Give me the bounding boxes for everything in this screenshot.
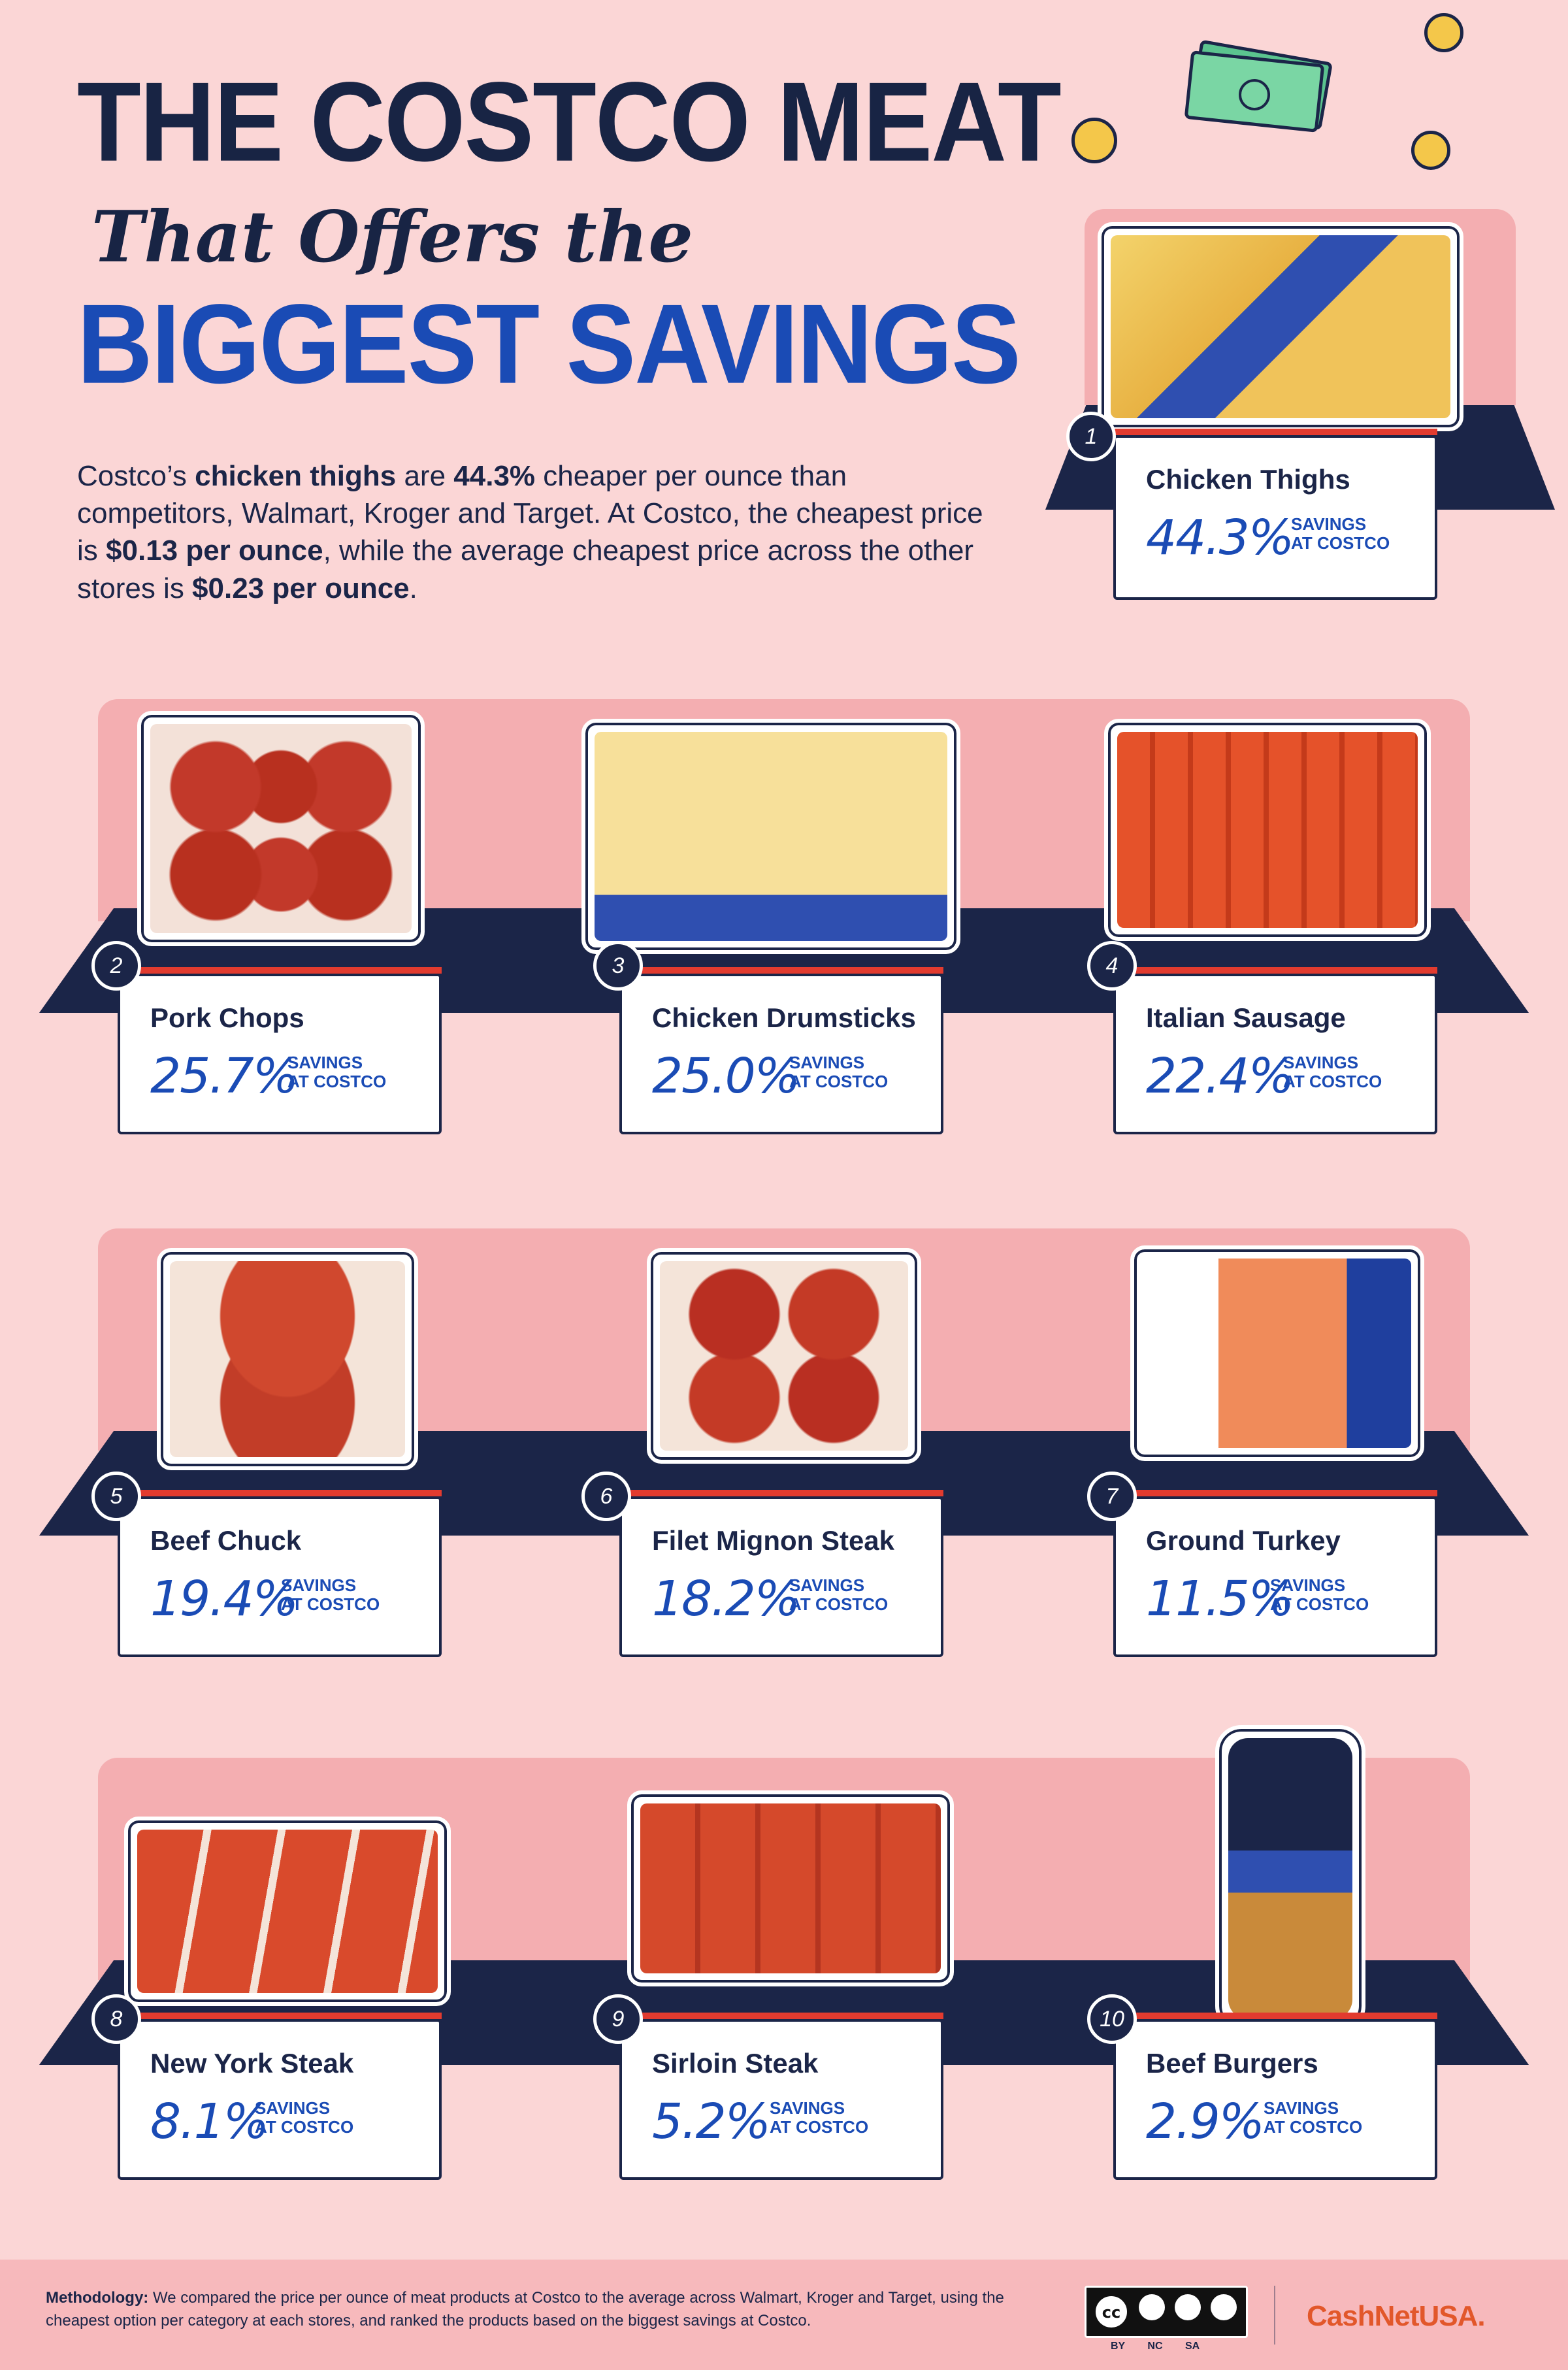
item-savings-percent: 22.4%: [1146, 1048, 1294, 1104]
item-savings-percent: 2.9%: [1146, 2094, 1265, 2150]
item-savings-percent: 5.2%: [652, 2094, 771, 2150]
product-image-beef-burgers: [1215, 1725, 1365, 2032]
item-card-10: Beef Burgers 2.9% SAVINGS AT COSTCO: [1113, 2013, 1437, 2180]
product-image-filet-mignon-steak: [647, 1248, 921, 1464]
item-card-5: Beef Chuck 19.4% SAVINGS AT COSTCO: [118, 1490, 442, 1657]
product-image-italian-sausage: [1104, 719, 1431, 941]
item-name: New York Steak: [150, 2048, 354, 2079]
item-name: Pork Chops: [150, 1002, 304, 1033]
savings-label: SAVINGS AT COSTCO: [281, 1575, 380, 1614]
item-name: Beef Burgers: [1146, 2048, 1318, 2079]
item-savings-percent: 25.0%: [652, 1048, 800, 1104]
savings-label: SAVINGS AT COSTCO: [287, 1053, 387, 1091]
product-image-sirloin-steak: [627, 1790, 954, 1986]
brand-logo[interactable]: CashNetUSA.: [1307, 2300, 1486, 2332]
creative-commons-license-icon: cc: [1085, 2286, 1248, 2338]
item-savings-percent: 11.5%: [1146, 1571, 1294, 1627]
item-name: Chicken Thighs: [1146, 464, 1350, 495]
product-image-chicken-drumsticks: [581, 719, 960, 954]
item-card-7: Ground Turkey 11.5% SAVINGS AT COSTCO: [1113, 1490, 1437, 1657]
item-card-4: Italian Sausage 22.4% SAVINGS AT COSTCO: [1113, 967, 1437, 1134]
item-card-6: Filet Mignon Steak 18.2% SAVINGS AT COSTC…: [619, 1490, 943, 1657]
coin-icon: [1071, 118, 1117, 163]
savings-label: SAVINGS AT COSTCO: [1291, 514, 1390, 553]
license-labels: BY NC SA: [1111, 2341, 1200, 2352]
product-image-beef-chuck: [157, 1248, 418, 1470]
product-image-chicken-thighs: [1098, 222, 1463, 431]
item-savings-percent: 19.4%: [150, 1571, 299, 1627]
item-name: Sirloin Steak: [652, 2048, 819, 2079]
item-savings-percent: 25.7%: [150, 1048, 299, 1104]
item-name: Beef Chuck: [150, 1525, 302, 1556]
item-card-1: Chicken Thighs 44.3% SAVINGS AT COSTCO: [1113, 429, 1437, 600]
rank-badge: 8: [91, 1994, 141, 2044]
product-image-new-york-steak: [124, 1817, 451, 2006]
coin-icon: [1411, 131, 1450, 170]
rank-badge: 7: [1087, 1472, 1137, 1521]
intro-paragraph: Costco’s chicken thighs are 44.3% cheape…: [77, 460, 983, 604]
item-savings-percent: 18.2%: [652, 1571, 800, 1627]
rank-badge: 2: [91, 941, 141, 991]
page-title-accent: BIGGEST SAVINGS: [77, 280, 1021, 407]
footer: Methodology: We compared the price per o…: [0, 2260, 1568, 2370]
page-title: THE COSTCO MEAT: [77, 58, 1062, 185]
savings-label: SAVINGS AT COSTCO: [770, 2098, 869, 2137]
item-name: Ground Turkey: [1146, 1525, 1341, 1556]
methodology-note: Methodology: We compared the price per o…: [46, 2289, 1004, 2329]
item-name: Italian Sausage: [1146, 1002, 1346, 1033]
rank-badge: 4: [1087, 941, 1137, 991]
savings-label: SAVINGS AT COSTCO: [1270, 1575, 1369, 1614]
footer-divider: [1274, 2286, 1275, 2345]
savings-label: SAVINGS AT COSTCO: [1264, 2098, 1363, 2137]
savings-label: SAVINGS AT COSTCO: [255, 2098, 354, 2137]
page-subtitle: That Offers the: [91, 196, 693, 278]
product-image-pork-chops: [137, 711, 425, 946]
item-savings-percent: 44.3%: [1146, 510, 1294, 566]
item-savings-percent: 8.1%: [150, 2094, 269, 2150]
item-card-9: Sirloin Steak 5.2% SAVINGS AT COSTCO: [619, 2013, 943, 2180]
svg-text:cc: cc: [1102, 2303, 1120, 2322]
item-name: Filet Mignon Steak: [652, 1525, 895, 1556]
rank-badge: 6: [581, 1472, 631, 1521]
item-card-3: Chicken Drumsticks 25.0% SAVINGS AT COSTC…: [619, 967, 943, 1134]
savings-label: SAVINGS AT COSTCO: [789, 1575, 889, 1614]
rank-badge: 10: [1087, 1994, 1137, 2044]
rank-badge: 5: [91, 1472, 141, 1521]
rank-badge: 3: [593, 941, 643, 991]
item-card-8: New York Steak 8.1% SAVINGS AT COSTCO: [118, 2013, 442, 2180]
savings-label: SAVINGS AT COSTCO: [789, 1053, 889, 1091]
product-image-ground-turkey: [1130, 1245, 1424, 1461]
coin-icon: [1424, 13, 1463, 52]
item-name: Chicken Drumsticks: [652, 1002, 916, 1033]
rank-badge: 9: [593, 1994, 643, 2044]
rank-badge: 1: [1066, 412, 1116, 461]
money-bills-icon: [1183, 39, 1339, 137]
savings-label: SAVINGS AT COSTCO: [1283, 1053, 1382, 1091]
item-card-2: Pork Chops 25.7% SAVINGS AT COSTCO: [118, 967, 442, 1134]
